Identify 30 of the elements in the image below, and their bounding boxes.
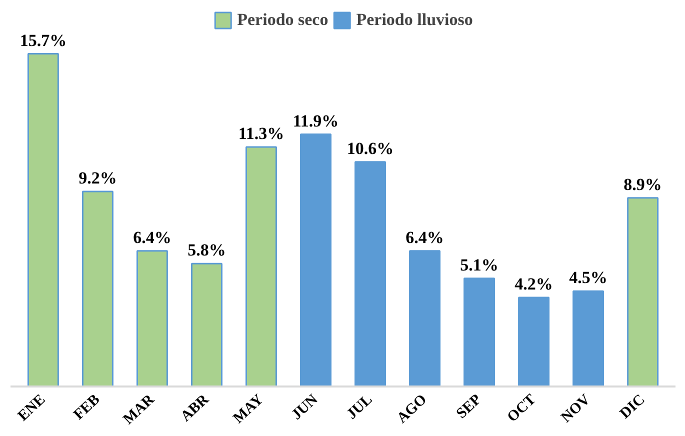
data-label: 9.2% [78,168,117,188]
bar [300,134,332,386]
data-label: 10.6% [346,138,394,158]
bar [518,296,550,386]
data-label: 4.5% [569,268,608,288]
legend-label: Periodo lluvioso [356,10,473,30]
data-label: 6.4% [406,228,444,247]
data-label: 6.4% [133,228,172,247]
x-tick-label: FEB [70,392,104,424]
data-label: 5.1% [460,255,498,274]
bar [246,146,277,386]
legend-label: Periodo seco [237,10,328,30]
bar [27,53,59,386]
bar [354,161,386,386]
bar [190,262,222,386]
bar [572,290,604,386]
bar [82,190,114,386]
bar [136,250,168,386]
data-label: 5.8% [188,240,226,260]
bar [627,197,659,386]
data-label: 11.3% [238,124,284,144]
data-label: 8.9% [624,174,662,194]
data-label: 4.2% [514,274,553,294]
x-tick-label: SEP [454,392,485,422]
bar [409,250,440,386]
data-label: 15.7% [20,30,67,50]
bar [464,278,496,386]
x-tick-label: DIC [617,392,648,422]
x-tick-label: JUL [344,392,376,423]
data-label: 11.9% [292,111,339,130]
